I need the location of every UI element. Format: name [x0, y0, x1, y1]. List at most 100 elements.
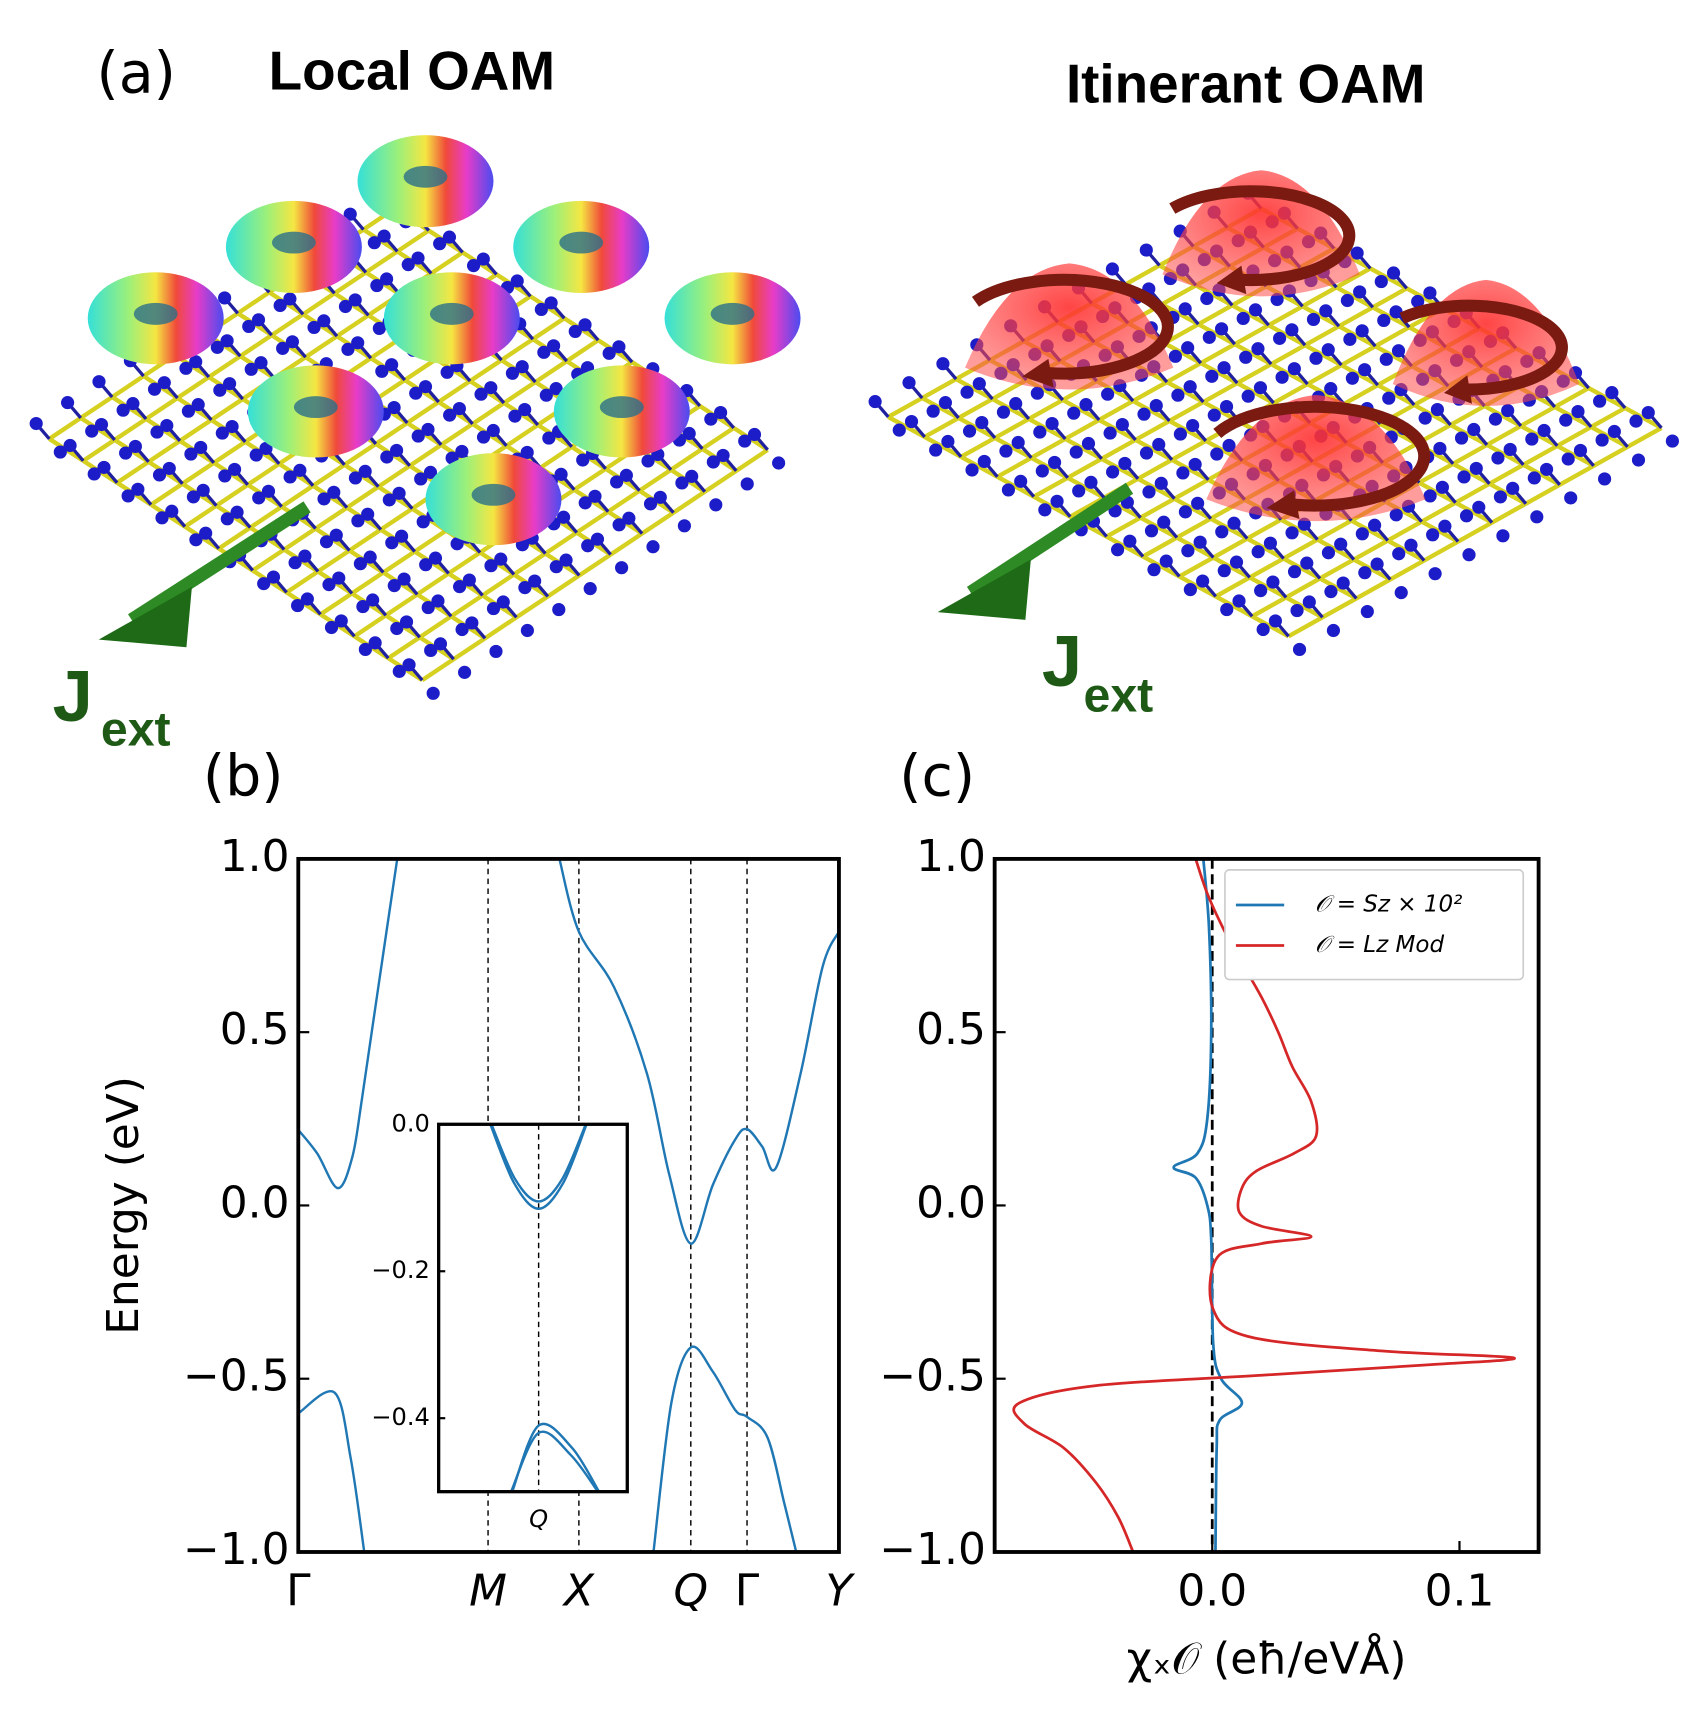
atom — [356, 599, 370, 614]
data-line — [1012, 858, 1516, 1552]
bond — [996, 474, 1035, 499]
bond — [921, 377, 958, 400]
atom — [397, 572, 411, 586]
x-tick-label: 0.1 — [1425, 1566, 1495, 1617]
atom — [276, 341, 290, 355]
bond — [544, 530, 578, 556]
atom — [612, 340, 626, 354]
atom — [1191, 496, 1205, 510]
atom — [552, 602, 566, 617]
bond — [343, 442, 378, 467]
atom — [424, 643, 438, 658]
atom — [418, 380, 433, 394]
bond — [1590, 424, 1629, 449]
bond — [1423, 539, 1460, 563]
bond — [319, 591, 354, 617]
atom — [329, 528, 343, 542]
atom — [1222, 438, 1236, 453]
bond — [1420, 500, 1457, 524]
atom — [1183, 583, 1197, 597]
atom — [1251, 342, 1265, 356]
chart: (c) 1.0 0.5 0.0 −0.5 −1.0 0.0 0.1 χₓ𝒪 (eħ/eVÅ) 𝒪 … — [879, 744, 1541, 1685]
atom — [578, 496, 592, 510]
atom — [1355, 324, 1369, 338]
current-arrow — [966, 482, 1134, 598]
atom — [1106, 465, 1120, 479]
current-arrowhead — [98, 586, 192, 648]
atom — [165, 504, 179, 518]
bond — [1352, 538, 1389, 562]
bond — [1175, 535, 1215, 560]
bond — [512, 551, 547, 577]
atom — [131, 482, 145, 496]
atom — [414, 472, 428, 486]
atom — [319, 535, 334, 549]
atom — [196, 483, 210, 497]
bond — [1027, 417, 1067, 441]
atom — [121, 489, 135, 503]
atom — [1353, 285, 1367, 299]
bond — [1321, 596, 1358, 620]
bond — [1173, 477, 1210, 501]
bond — [1418, 480, 1457, 505]
atom — [1171, 388, 1185, 402]
bond — [539, 445, 573, 470]
atom — [338, 299, 353, 314]
bond — [1202, 381, 1239, 404]
x-tick-label: Γ — [286, 1566, 311, 1617]
bond — [447, 550, 482, 576]
bond — [1197, 322, 1236, 347]
panel-label: (a) — [97, 41, 176, 107]
bond — [1316, 537, 1355, 562]
atom — [1193, 535, 1207, 549]
atom — [704, 412, 718, 426]
bond — [1098, 418, 1137, 442]
bond — [416, 571, 450, 597]
data-line — [298, 1389, 366, 1552]
atom — [53, 445, 67, 459]
atom — [518, 402, 532, 417]
atom — [1525, 432, 1539, 446]
bond — [1389, 558, 1426, 582]
atom — [251, 313, 266, 327]
bond — [1449, 404, 1486, 427]
atom — [1123, 534, 1137, 548]
atom — [385, 536, 399, 550]
atom — [747, 427, 762, 442]
atom — [960, 385, 974, 399]
atom — [1350, 246, 1364, 260]
bond — [1418, 461, 1455, 485]
bond — [333, 270, 368, 296]
atom — [1336, 576, 1350, 590]
data-line — [489, 1124, 588, 1210]
bond — [957, 416, 997, 440]
bond — [1214, 594, 1254, 619]
data-line — [298, 858, 399, 1190]
atom — [484, 559, 498, 573]
atom — [1275, 370, 1289, 384]
atom — [547, 339, 561, 353]
atom — [1101, 387, 1115, 401]
torus-hole — [710, 302, 755, 325]
atom — [1379, 352, 1393, 366]
atom — [556, 510, 571, 524]
atom — [266, 570, 281, 584]
atom — [1598, 472, 1612, 486]
bond — [1270, 343, 1307, 367]
atom — [706, 455, 720, 469]
atom — [1236, 311, 1250, 326]
bond — [1209, 516, 1249, 541]
bond — [1136, 457, 1173, 481]
atom — [1382, 391, 1396, 405]
atom — [242, 319, 256, 334]
atom — [542, 431, 556, 445]
bond — [1246, 517, 1283, 541]
atom — [677, 519, 691, 533]
atom — [682, 426, 696, 441]
atom — [1493, 490, 1507, 504]
bond — [178, 418, 213, 443]
atom — [902, 376, 916, 390]
atom — [358, 642, 372, 657]
atom — [401, 258, 415, 272]
bond — [270, 312, 305, 338]
